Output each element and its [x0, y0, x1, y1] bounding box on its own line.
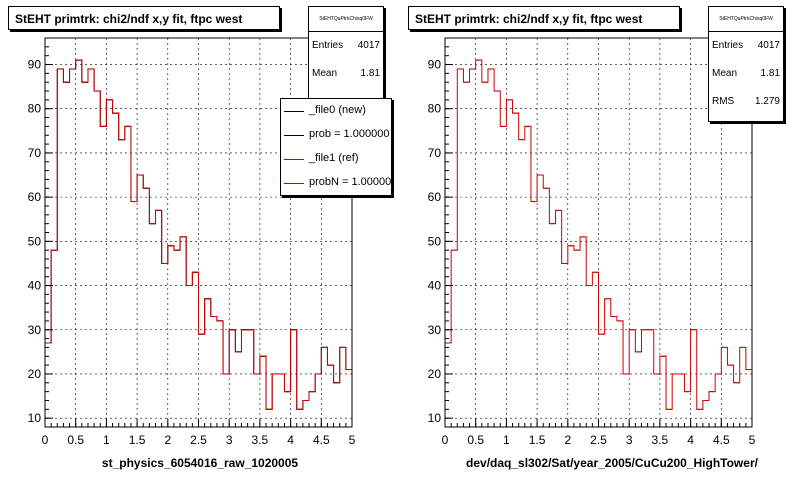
stats-mean-value: 1.81: [360, 68, 380, 79]
stats-histogram-name: StEHTQaPtrkChisq0FW: [709, 7, 783, 32]
y-tick-label: 40: [28, 279, 42, 293]
x-tick-label: 1: [503, 433, 510, 447]
y-tick-label: 50: [28, 234, 42, 248]
x-tick-label: 3.5: [652, 433, 669, 447]
x-tick-label: 0.5: [467, 433, 484, 447]
legend-entry: _file1 (ref): [281, 147, 391, 171]
stats-box: StEHTQaPtrkChisq0FW Entries 4017 Mean 1.…: [708, 6, 784, 122]
x-tick-label: 0: [442, 433, 449, 447]
legend-entry: _file0 (new): [281, 99, 391, 123]
left-pad: 0 0.5 1 1.5 2 2.5 3 3.5 4 4.5 5 10 20 30 40 50 60 70 80 90 …: [8, 6, 392, 470]
stats-entries-value: 4017: [757, 40, 780, 51]
y-tick-label: 10: [428, 411, 442, 425]
stats-entries-value: 4017: [357, 40, 380, 51]
series-_file1 (ref): [44, 59, 352, 427]
x-tick-label: 5: [749, 433, 756, 447]
y-tick-label: 60: [428, 190, 442, 204]
legend-line-icon: [284, 111, 304, 112]
stats-row-rms: RMS 1.279: [709, 88, 783, 116]
x-tick-label: 5: [349, 433, 356, 447]
y-tick-label: 20: [28, 367, 42, 381]
legend-line-icon: [284, 135, 304, 136]
x-tick-label: 3: [226, 433, 233, 447]
y-tick-label: 30: [28, 323, 42, 337]
plot-title: StEHT primtrk: chi2/ndf x,y fit, ftpc we…: [408, 6, 680, 30]
x-tick-label: 0: [42, 433, 49, 447]
x-tick-label: 2.5: [590, 433, 607, 447]
right-pad: 0 0.5 1 1.5 2 2.5 3 3.5 4 4.5 5 10 20 30 40 50 60 70 80 90 …: [400, 0, 800, 480]
x-axis-label: dev/daq_sl302/Sat/year_2005/CuCu200_High…: [466, 456, 758, 470]
legend-entry: prob = 1.000000: [281, 123, 391, 147]
x-axis-label: st_physics_6054016_raw_1020005: [101, 456, 299, 470]
y-tick-label: 20: [428, 367, 442, 381]
x-tick-label: 2: [564, 433, 571, 447]
stats-mean-label: Mean: [312, 68, 338, 79]
stats-mean-value: 1.81: [760, 68, 780, 79]
legend-entry: probN = 1.000000: [281, 171, 391, 195]
legend: _file0 (new) prob = 1.000000 _file1 (ref…: [280, 98, 392, 196]
x-tick-label: 3: [626, 433, 633, 447]
x-tick-label: 1: [103, 433, 110, 447]
legend-label: _file1 (ref): [309, 152, 359, 164]
legend-label: _file0 (new): [309, 104, 366, 116]
y-tick-label: 10: [28, 411, 42, 425]
stats-row-mean: Mean 1.81: [709, 60, 783, 88]
y-tick-label: 80: [28, 102, 42, 116]
stats-rms-value: 1.279: [754, 96, 780, 107]
legend-label: prob = 1.000000: [309, 128, 390, 140]
stats-entries-label: Entries: [712, 40, 744, 51]
x-tick-label: 4: [287, 433, 294, 447]
stats-entries-label: Entries: [312, 40, 344, 51]
histogram-outline: [44, 59, 352, 427]
x-tick-label: 2.5: [190, 433, 207, 447]
y-tick-label: 80: [428, 102, 442, 116]
legend-line-icon: [284, 159, 304, 160]
y-tick-label: 60: [28, 190, 42, 204]
legend-label: probN = 1.000000: [309, 176, 392, 188]
y-tick-label: 90: [28, 58, 42, 72]
y-tick-label: 40: [428, 279, 442, 293]
x-tick-label: 2: [164, 433, 171, 447]
stats-histogram-name: StEHTQaPtrkChisq0FW: [309, 7, 383, 32]
x-tick-label: 1.5: [129, 433, 146, 447]
x-tick-label: 1.5: [529, 433, 546, 447]
y-tick-label: 70: [428, 146, 442, 160]
x-tick-label: 3.5: [252, 433, 269, 447]
x-tick-label: 4.5: [713, 433, 730, 447]
y-tick-label: 70: [28, 146, 42, 160]
stats-rms-label: RMS: [712, 96, 735, 107]
histogram-plot-right: 0 0.5 1 1.5 2 2.5 3 3.5 4 4.5 5 10 20 30 40 50 60 70 80 90: [428, 37, 756, 447]
plot-title: StEHT primtrk: chi2/ndf x,y fit, ftpc we…: [8, 6, 280, 30]
y-tick-label: 50: [428, 234, 442, 248]
series-histogram: [444, 59, 752, 427]
stats-row-entries: Entries 4017: [309, 32, 383, 60]
stats-row-mean: Mean 1.81: [309, 60, 383, 88]
y-tick-label: 30: [428, 323, 442, 337]
x-tick-label: 0.5: [67, 433, 84, 447]
histogram-outline: [444, 59, 752, 427]
x-tick-label: 4.5: [313, 433, 330, 447]
x-tick-label: 4: [687, 433, 694, 447]
stats-row-entries: Entries 4017: [709, 32, 783, 60]
y-tick-label: 90: [428, 58, 442, 72]
legend-line-icon: [284, 183, 304, 184]
stats-mean-label: Mean: [712, 68, 738, 79]
